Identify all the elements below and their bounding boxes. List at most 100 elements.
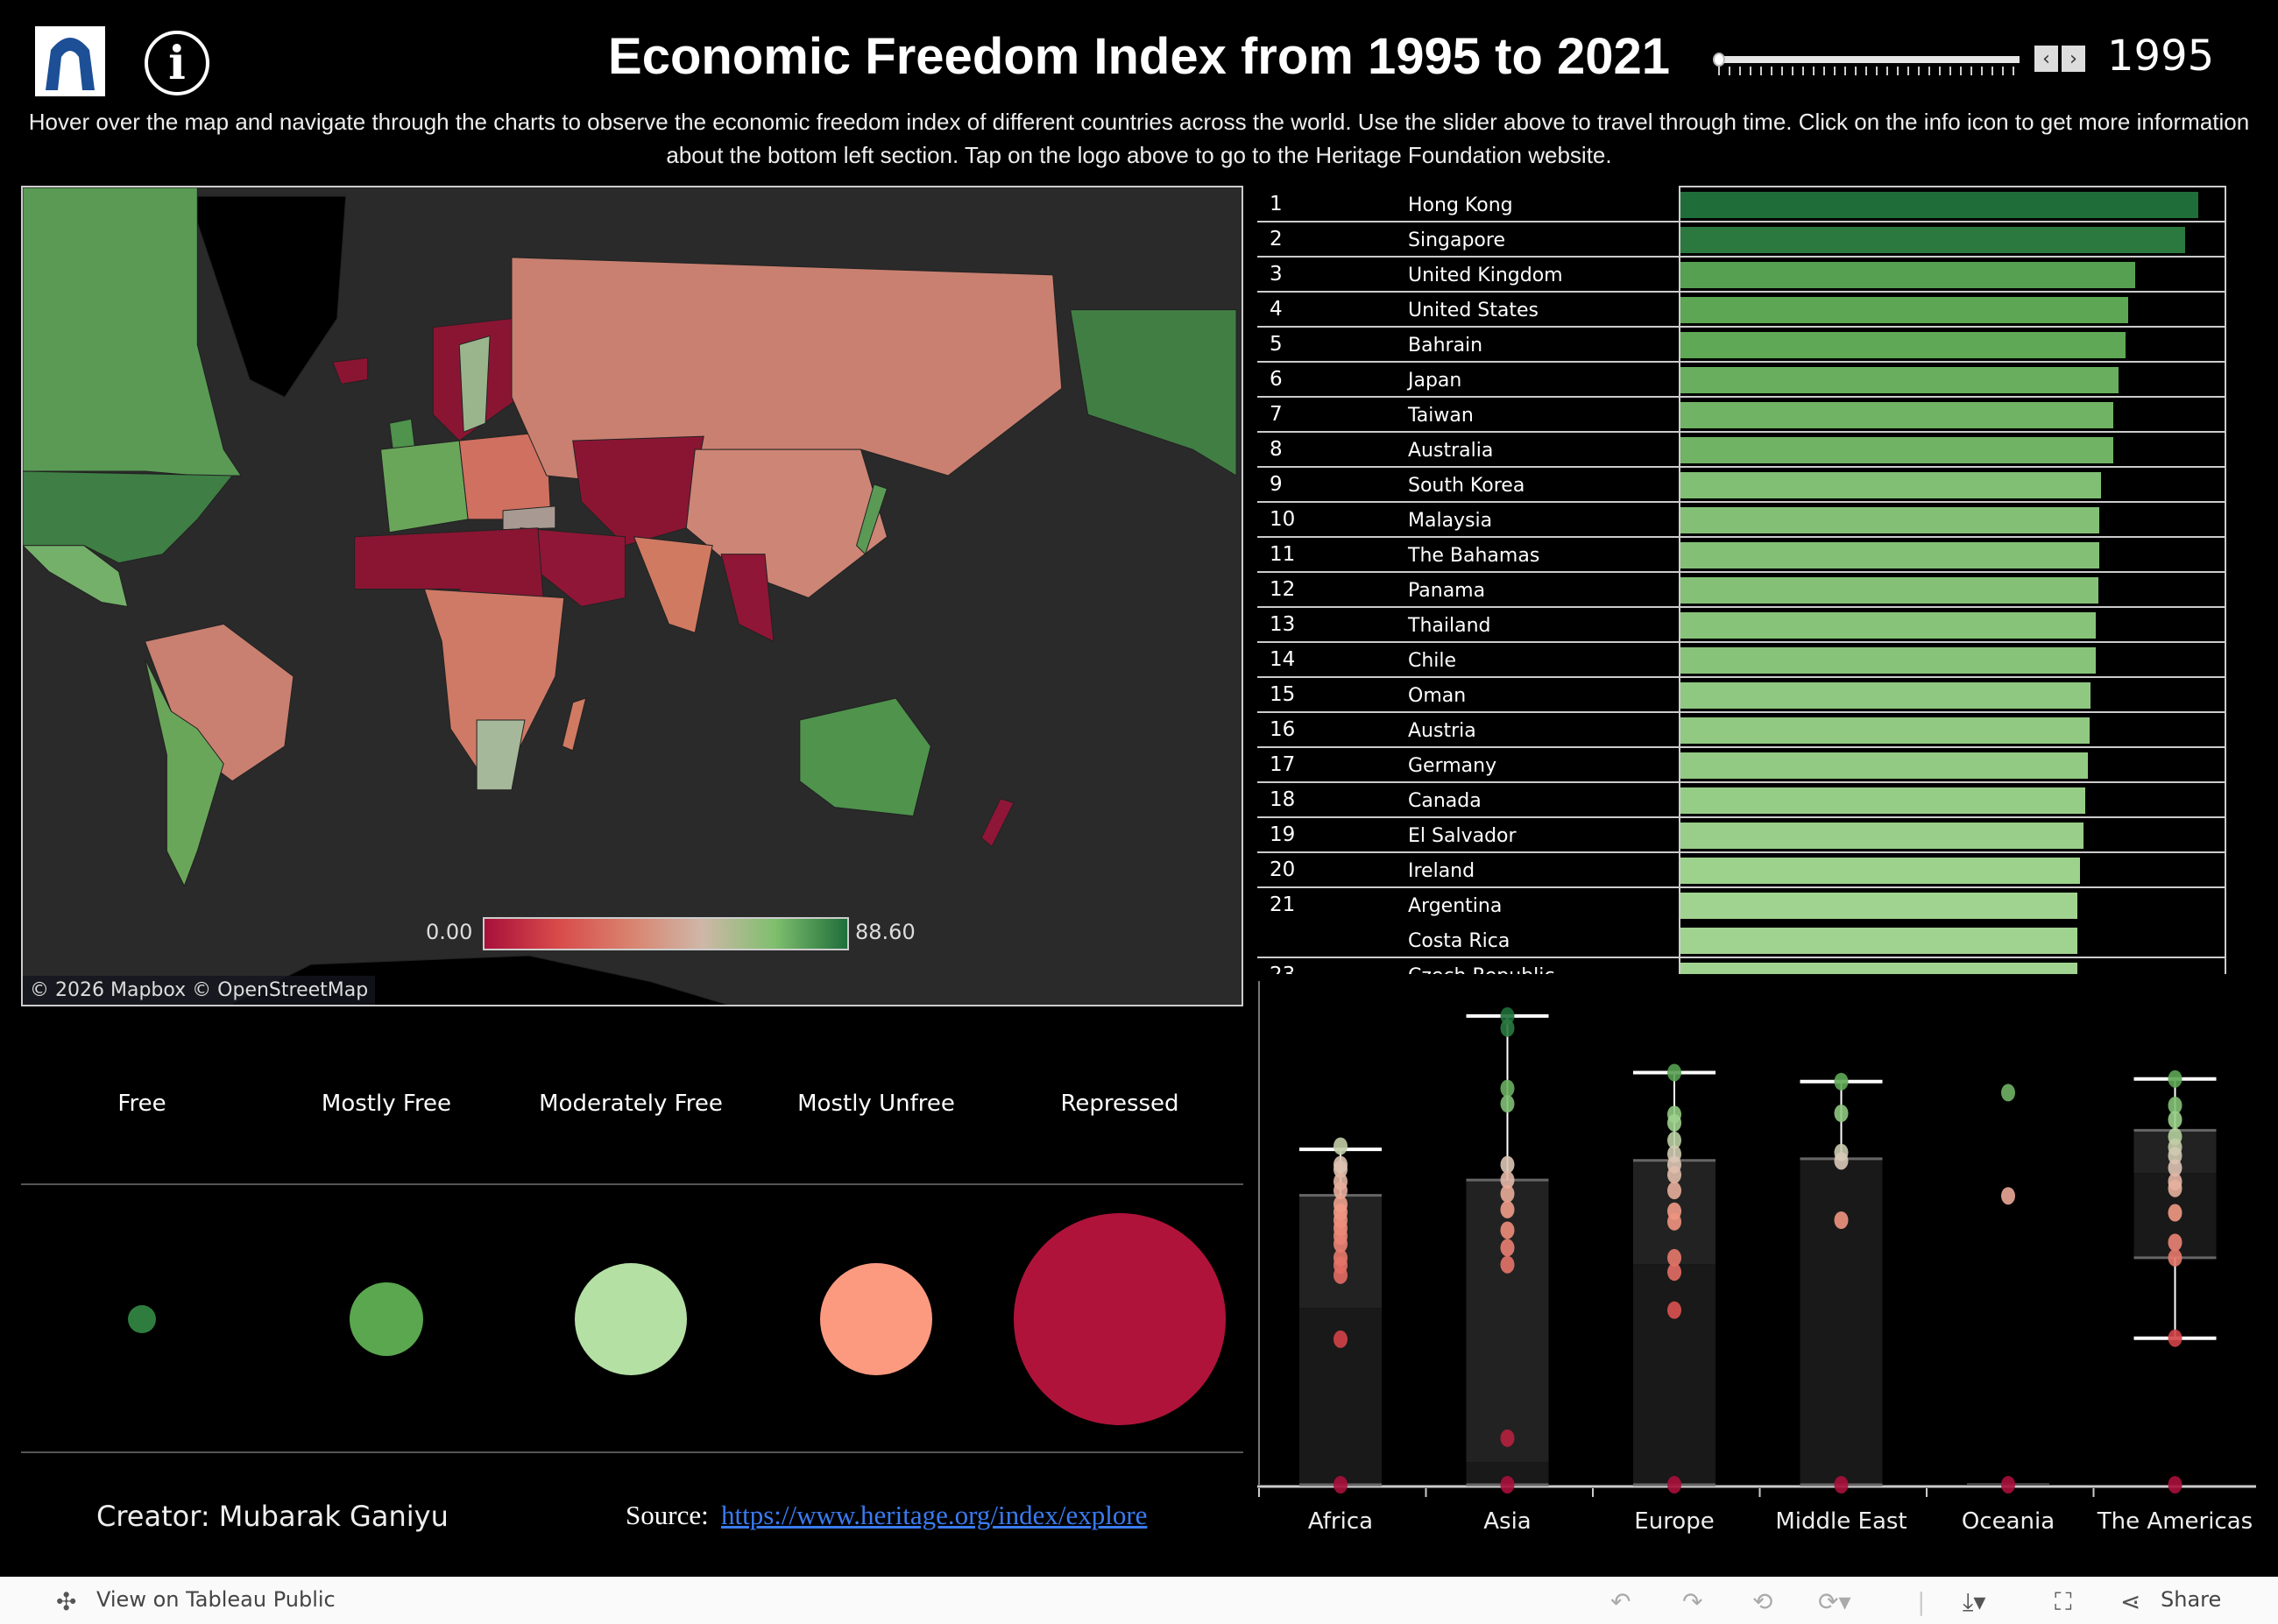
slider-thumb[interactable] xyxy=(1713,53,1725,67)
table-row[interactable]: 11 The Bahamas xyxy=(1257,538,2225,573)
score-bar[interactable] xyxy=(1679,297,2129,323)
data-point[interactable] xyxy=(2168,1248,2182,1267)
score-bar[interactable] xyxy=(1679,963,2078,974)
region-boxplot[interactable]: Africa Asia Europe Middle East Oceania The Am… xyxy=(1257,981,2256,1559)
data-point[interactable] xyxy=(1500,1019,1515,1037)
view-on-tableau-link[interactable]: View on Tableau Public xyxy=(96,1587,336,1612)
table-row[interactable]: 19 El Salvador xyxy=(1257,818,2225,853)
data-point[interactable] xyxy=(2168,1111,2182,1129)
data-point[interactable] xyxy=(2168,1070,2182,1088)
score-bar[interactable] xyxy=(1679,542,2099,568)
data-point[interactable] xyxy=(1334,1137,1348,1155)
table-row[interactable]: 12 Panama xyxy=(1257,573,2225,608)
score-bar[interactable] xyxy=(1679,227,2185,253)
data-point[interactable] xyxy=(1834,1211,1849,1229)
data-point[interactable] xyxy=(1500,1171,1515,1190)
data-point[interactable] xyxy=(1834,1072,1849,1091)
score-bar[interactable] xyxy=(1679,928,2078,954)
category-bubble[interactable] xyxy=(128,1305,156,1333)
data-point[interactable] xyxy=(1667,1301,1681,1319)
category-bubble[interactable] xyxy=(349,1282,424,1357)
share-button[interactable]: Share xyxy=(2161,1587,2222,1612)
table-row[interactable]: 20 Ireland xyxy=(1257,853,2225,888)
data-point[interactable] xyxy=(2168,1204,2182,1222)
score-bar[interactable] xyxy=(1679,823,2084,849)
score-bar[interactable] xyxy=(1679,507,2099,533)
score-bar[interactable] xyxy=(1679,472,2101,498)
heritage-logo[interactable] xyxy=(35,26,105,96)
download-icon[interactable]: ⤓▾ xyxy=(1963,1587,1986,1616)
data-point[interactable] xyxy=(2168,1329,2182,1347)
map-attribution[interactable]: © 2026 Mapbox © OpenStreetMap xyxy=(23,976,376,1005)
data-point[interactable] xyxy=(1667,1476,1681,1493)
table-row[interactable]: Costa Rica xyxy=(1257,923,2225,958)
year-slider[interactable] xyxy=(1713,53,2020,79)
data-point[interactable] xyxy=(2168,1233,2182,1252)
data-point[interactable] xyxy=(1667,1182,1681,1200)
data-point[interactable] xyxy=(1500,1079,1515,1098)
table-row[interactable]: 2 Singapore xyxy=(1257,222,2225,258)
data-point[interactable] xyxy=(1667,1131,1681,1149)
data-point[interactable] xyxy=(2001,1187,2015,1205)
category-bubble[interactable] xyxy=(820,1263,932,1375)
data-point[interactable] xyxy=(2168,1096,2182,1114)
data-point[interactable] xyxy=(1334,1330,1348,1348)
data-point[interactable] xyxy=(2001,1476,2015,1493)
table-row[interactable]: 1 Hong Kong xyxy=(1257,187,2225,222)
data-point[interactable] xyxy=(2168,1476,2182,1493)
data-point[interactable] xyxy=(1500,1255,1515,1274)
score-bar[interactable] xyxy=(1679,332,2126,358)
score-bar[interactable] xyxy=(1679,437,2113,463)
score-bar[interactable] xyxy=(1679,787,2086,814)
table-row[interactable]: 21 Argentina xyxy=(1257,888,2225,923)
data-point[interactable] xyxy=(2168,1147,2182,1165)
data-point[interactable] xyxy=(2168,1179,2182,1197)
score-bar[interactable] xyxy=(1679,717,2090,744)
data-point[interactable] xyxy=(1334,1182,1348,1200)
table-row[interactable]: 14 Chile xyxy=(1257,643,2225,678)
share-icon[interactable]: ⋖ xyxy=(2120,1587,2141,1616)
data-point[interactable] xyxy=(1667,1113,1681,1132)
table-row[interactable]: 8 Australia xyxy=(1257,433,2225,468)
chevron-right-icon[interactable]: › xyxy=(2062,46,2085,72)
score-bar[interactable] xyxy=(1679,682,2091,709)
data-point[interactable] xyxy=(1500,1429,1515,1447)
refresh-icon[interactable]: ⟳▾ xyxy=(1818,1587,1851,1616)
table-row[interactable]: 9 South Korea xyxy=(1257,468,2225,503)
score-bar[interactable] xyxy=(1679,262,2136,288)
data-point[interactable] xyxy=(1334,1235,1348,1253)
data-point[interactable] xyxy=(1500,1006,1515,1025)
category-bubble[interactable] xyxy=(1014,1213,1226,1425)
score-bar[interactable] xyxy=(1679,858,2081,884)
chevron-left-icon[interactable]: ‹ xyxy=(2034,46,2058,72)
table-row[interactable]: 10 Malaysia xyxy=(1257,503,2225,538)
data-point[interactable] xyxy=(1667,1263,1681,1282)
table-row[interactable]: 23 Czech Republic xyxy=(1257,958,2225,974)
data-point[interactable] xyxy=(1334,1161,1348,1179)
tableau-icon[interactable]: ✣ xyxy=(56,1587,77,1616)
fullscreen-icon[interactable]: ⛶ xyxy=(2055,1587,2072,1616)
data-point[interactable] xyxy=(1834,1152,1849,1170)
table-row[interactable]: 18 Canada xyxy=(1257,783,2225,818)
score-bar[interactable] xyxy=(1679,192,2198,218)
data-point[interactable] xyxy=(2001,1084,2015,1102)
score-bar[interactable] xyxy=(1679,402,2113,428)
table-row[interactable]: 7 Taiwan xyxy=(1257,398,2225,433)
data-point[interactable] xyxy=(1334,1266,1348,1284)
score-bar[interactable] xyxy=(1679,752,2089,779)
table-row[interactable]: 6 Japan xyxy=(1257,363,2225,398)
table-row[interactable]: 13 Thailand xyxy=(1257,608,2225,643)
revert-icon[interactable]: ⟲ xyxy=(1752,1587,1773,1616)
table-row[interactable]: 16 Austria xyxy=(1257,713,2225,748)
table-row[interactable]: 3 United Kingdom xyxy=(1257,258,2225,293)
score-bar[interactable] xyxy=(1679,647,2096,674)
data-point[interactable] xyxy=(1667,1166,1681,1184)
undo-icon[interactable]: ↶ xyxy=(1610,1587,1631,1616)
data-point[interactable] xyxy=(1334,1476,1348,1493)
info-icon[interactable]: i xyxy=(145,31,209,95)
data-point[interactable] xyxy=(1500,1095,1515,1113)
table-row[interactable]: 15 Oman xyxy=(1257,678,2225,713)
data-point[interactable] xyxy=(1667,1248,1681,1267)
category-bubble[interactable] xyxy=(575,1263,687,1375)
ranking-table[interactable]: 1 Hong Kong 2 Singapore 3 United Kingdom 4 Unit… xyxy=(1257,186,2225,974)
